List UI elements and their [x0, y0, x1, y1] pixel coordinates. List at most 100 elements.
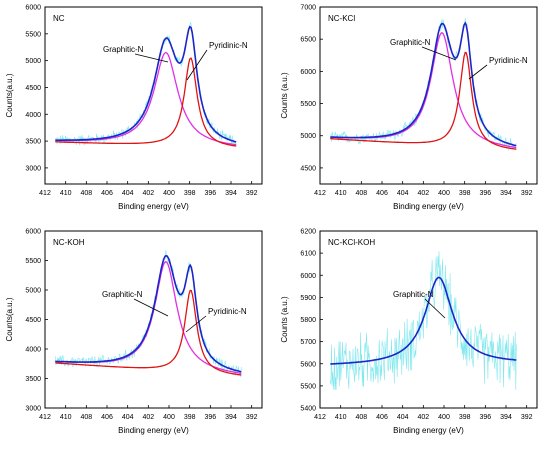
- x-tick-label: 396: [479, 190, 491, 197]
- y-tick-label: 4500: [300, 165, 316, 172]
- y-axis-label: Counts (a.u.): [280, 72, 289, 119]
- x-tick-label: 404: [397, 190, 409, 197]
- y-tick-label: 5900: [300, 295, 316, 302]
- x-tick-label: 404: [397, 414, 409, 421]
- chart-title: NC-KOH: [53, 238, 85, 247]
- chart-title: NC-KCl: [328, 14, 355, 23]
- plot-frame: [319, 6, 538, 185]
- y-tick-label: 5500: [300, 383, 316, 390]
- y-tick-label: 6100: [300, 251, 316, 258]
- peak-annotation: Graphitic-N: [102, 290, 143, 299]
- x-tick-label: 400: [163, 190, 175, 197]
- peak-annotation: Pyridinic-N: [208, 307, 247, 316]
- peak-annotation: Graphitic-N: [103, 45, 144, 54]
- raw-data-line: [330, 251, 517, 391]
- y-tick-label: 5000: [300, 133, 316, 140]
- x-tick-label: 398: [459, 190, 471, 197]
- x-tick-label: 398: [184, 414, 196, 421]
- y-axis-label: Counts (a.u.): [280, 296, 289, 343]
- x-tick-label: 410: [60, 414, 72, 421]
- x-tick-label: 410: [60, 190, 72, 197]
- x-tick-label: 394: [225, 190, 237, 197]
- x-axis-label: Binding energy (eV): [118, 202, 189, 211]
- y-tick-label: 4500: [25, 317, 41, 324]
- annotation-arrow: [421, 46, 457, 61]
- x-tick-label: 408: [355, 414, 367, 421]
- y-tick-label: 5400: [300, 406, 316, 413]
- chart-title: NC-KCl-KOH: [328, 238, 375, 247]
- x-tick-label: 402: [142, 414, 154, 421]
- annotation-arrow: [133, 298, 169, 317]
- x-tick-label: 408: [80, 414, 92, 421]
- y-tick-label: 7000: [300, 5, 316, 12]
- y-tick-label: 3500: [25, 376, 41, 383]
- x-tick-label: 406: [101, 190, 113, 197]
- plot-frame: [44, 230, 263, 409]
- peak-annotation: Graphitic-N: [390, 38, 431, 47]
- pyridinic-npeak-line: [55, 57, 237, 147]
- x-tick-label: 396: [479, 414, 491, 421]
- x-tick-label: 412: [314, 414, 326, 421]
- x-tick-label: 400: [163, 414, 175, 421]
- x-tick-label: 394: [500, 190, 512, 197]
- y-tick-label: 4500: [25, 85, 41, 92]
- x-tick-label: 398: [459, 414, 471, 421]
- pyridinic-npeak-line: [330, 51, 517, 150]
- y-tick-label: 4000: [25, 347, 41, 354]
- y-tick-label: 6200: [300, 229, 316, 236]
- y-tick-label: 5000: [25, 58, 41, 65]
- annotation-arrow: [185, 315, 207, 333]
- x-tick-label: 404: [122, 190, 134, 197]
- x-tick-label: 412: [39, 414, 51, 421]
- y-tick-label: 3000: [25, 406, 41, 413]
- y-tick-label: 5500: [300, 101, 316, 108]
- x-tick-label: 406: [376, 414, 388, 421]
- peak-annotation: Pyridinic-N: [209, 41, 248, 50]
- x-tick-label: 392: [246, 190, 258, 197]
- y-axis-label: Counts(a.u.): [5, 73, 14, 117]
- chart-panel-1: 412 410 408 406 404 402 400 398 396 394 392 3000 350…: [5, 5, 263, 211]
- x-tick-label: 394: [225, 414, 237, 421]
- graphitic-npeak-line: [55, 51, 237, 146]
- annotation-arrow: [468, 64, 488, 80]
- x-tick-label: 402: [417, 190, 429, 197]
- annotation-arrow: [186, 49, 208, 81]
- envelope-fit-line: [55, 254, 242, 373]
- envelope-fit-line: [330, 21, 517, 147]
- y-tick-label: 6000: [25, 229, 41, 236]
- x-tick-label: 396: [204, 414, 216, 421]
- plot-frame: [44, 6, 263, 185]
- y-tick-label: 6500: [300, 37, 316, 44]
- x-tick-label: 402: [417, 414, 429, 421]
- x-tick-label: 404: [122, 414, 134, 421]
- y-tick-label: 3500: [25, 139, 41, 146]
- x-tick-label: 410: [335, 190, 347, 197]
- peak-annotation: Graphitic-N: [393, 290, 434, 299]
- x-tick-label: 396: [204, 190, 216, 197]
- y-tick-label: 3000: [25, 165, 41, 172]
- chart-panel-4: 412 410 408 406 404 402 400 398 396 394 392 5400 550…: [280, 229, 538, 435]
- x-tick-label: 406: [101, 414, 113, 421]
- y-tick-label: 4000: [25, 112, 41, 119]
- x-tick-label: 400: [438, 190, 450, 197]
- y-tick-label: 5800: [300, 317, 316, 324]
- x-axis-label: Binding energy (eV): [393, 426, 464, 435]
- x-tick-label: 412: [314, 190, 326, 197]
- annotation-arrow: [424, 298, 446, 319]
- y-tick-label: 5500: [25, 31, 41, 38]
- x-tick-label: 392: [521, 190, 533, 197]
- y-tick-label: 6000: [300, 69, 316, 76]
- y-tick-label: 6000: [300, 273, 316, 280]
- y-tick-label: 5500: [25, 258, 41, 265]
- x-axis-label: Binding energy (eV): [393, 202, 464, 211]
- y-tick-label: 5000: [25, 288, 41, 295]
- plot-frame: [319, 230, 538, 409]
- x-tick-label: 392: [246, 414, 258, 421]
- y-axis-label: Counts(a.u.): [5, 297, 14, 341]
- peak-annotation: Pyridinic-N: [489, 56, 528, 65]
- envelope-fit-line: [55, 25, 237, 143]
- chart-panel-2: 412 410 408 406 404 402 400 398 396 394 392 4500 500…: [280, 5, 538, 211]
- y-tick-label: 5700: [300, 339, 316, 346]
